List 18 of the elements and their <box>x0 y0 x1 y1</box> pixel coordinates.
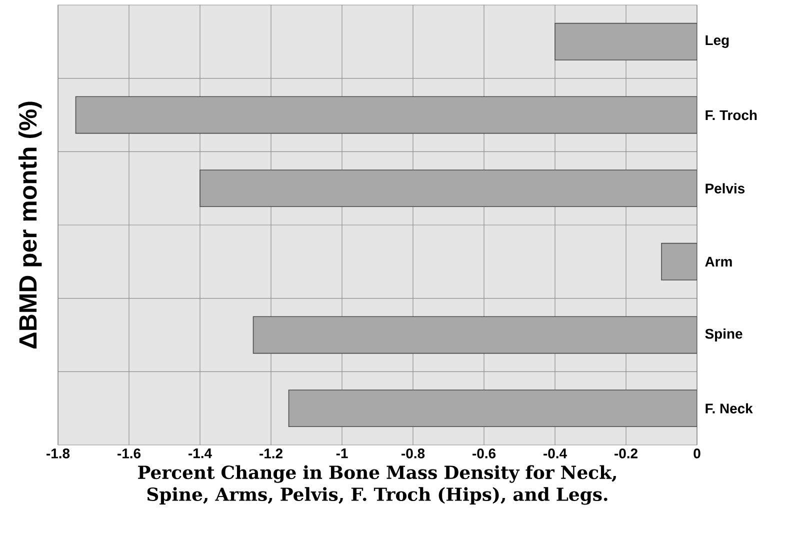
x-tick-label: -0.2 <box>614 448 638 458</box>
x-tick-label: -1 <box>336 448 348 458</box>
x-tick-label: -1.8 <box>46 448 70 458</box>
x-tick-label: -0.6 <box>472 448 496 458</box>
y-axis-title: ΔBMD per month (%) <box>18 102 42 348</box>
y-tick-label: F. Troch <box>706 110 757 120</box>
x-tick-label: -0.8 <box>402 448 425 458</box>
y-tick-label: Leg <box>706 35 729 48</box>
y-tick-label: Spine <box>705 328 742 342</box>
x-axis-title: Percent Change in Bone Mass Density for Neck, Spine, Arms, Pelvis, F. Troch (Hips), and Legs. <box>138 465 616 505</box>
y-tick-label: Arm <box>705 256 732 266</box>
x-tick-label: -1.4 <box>188 448 212 458</box>
y-tick-label: F. Neck <box>706 403 753 414</box>
x-tick-label: -1.6 <box>118 448 141 458</box>
x-tick-label: -0.4 <box>544 448 567 458</box>
y-tick-label: Pelvis <box>706 183 745 194</box>
x-tick-label: 0 <box>694 448 700 458</box>
x-tick-label: -1.2 <box>260 448 282 458</box>
